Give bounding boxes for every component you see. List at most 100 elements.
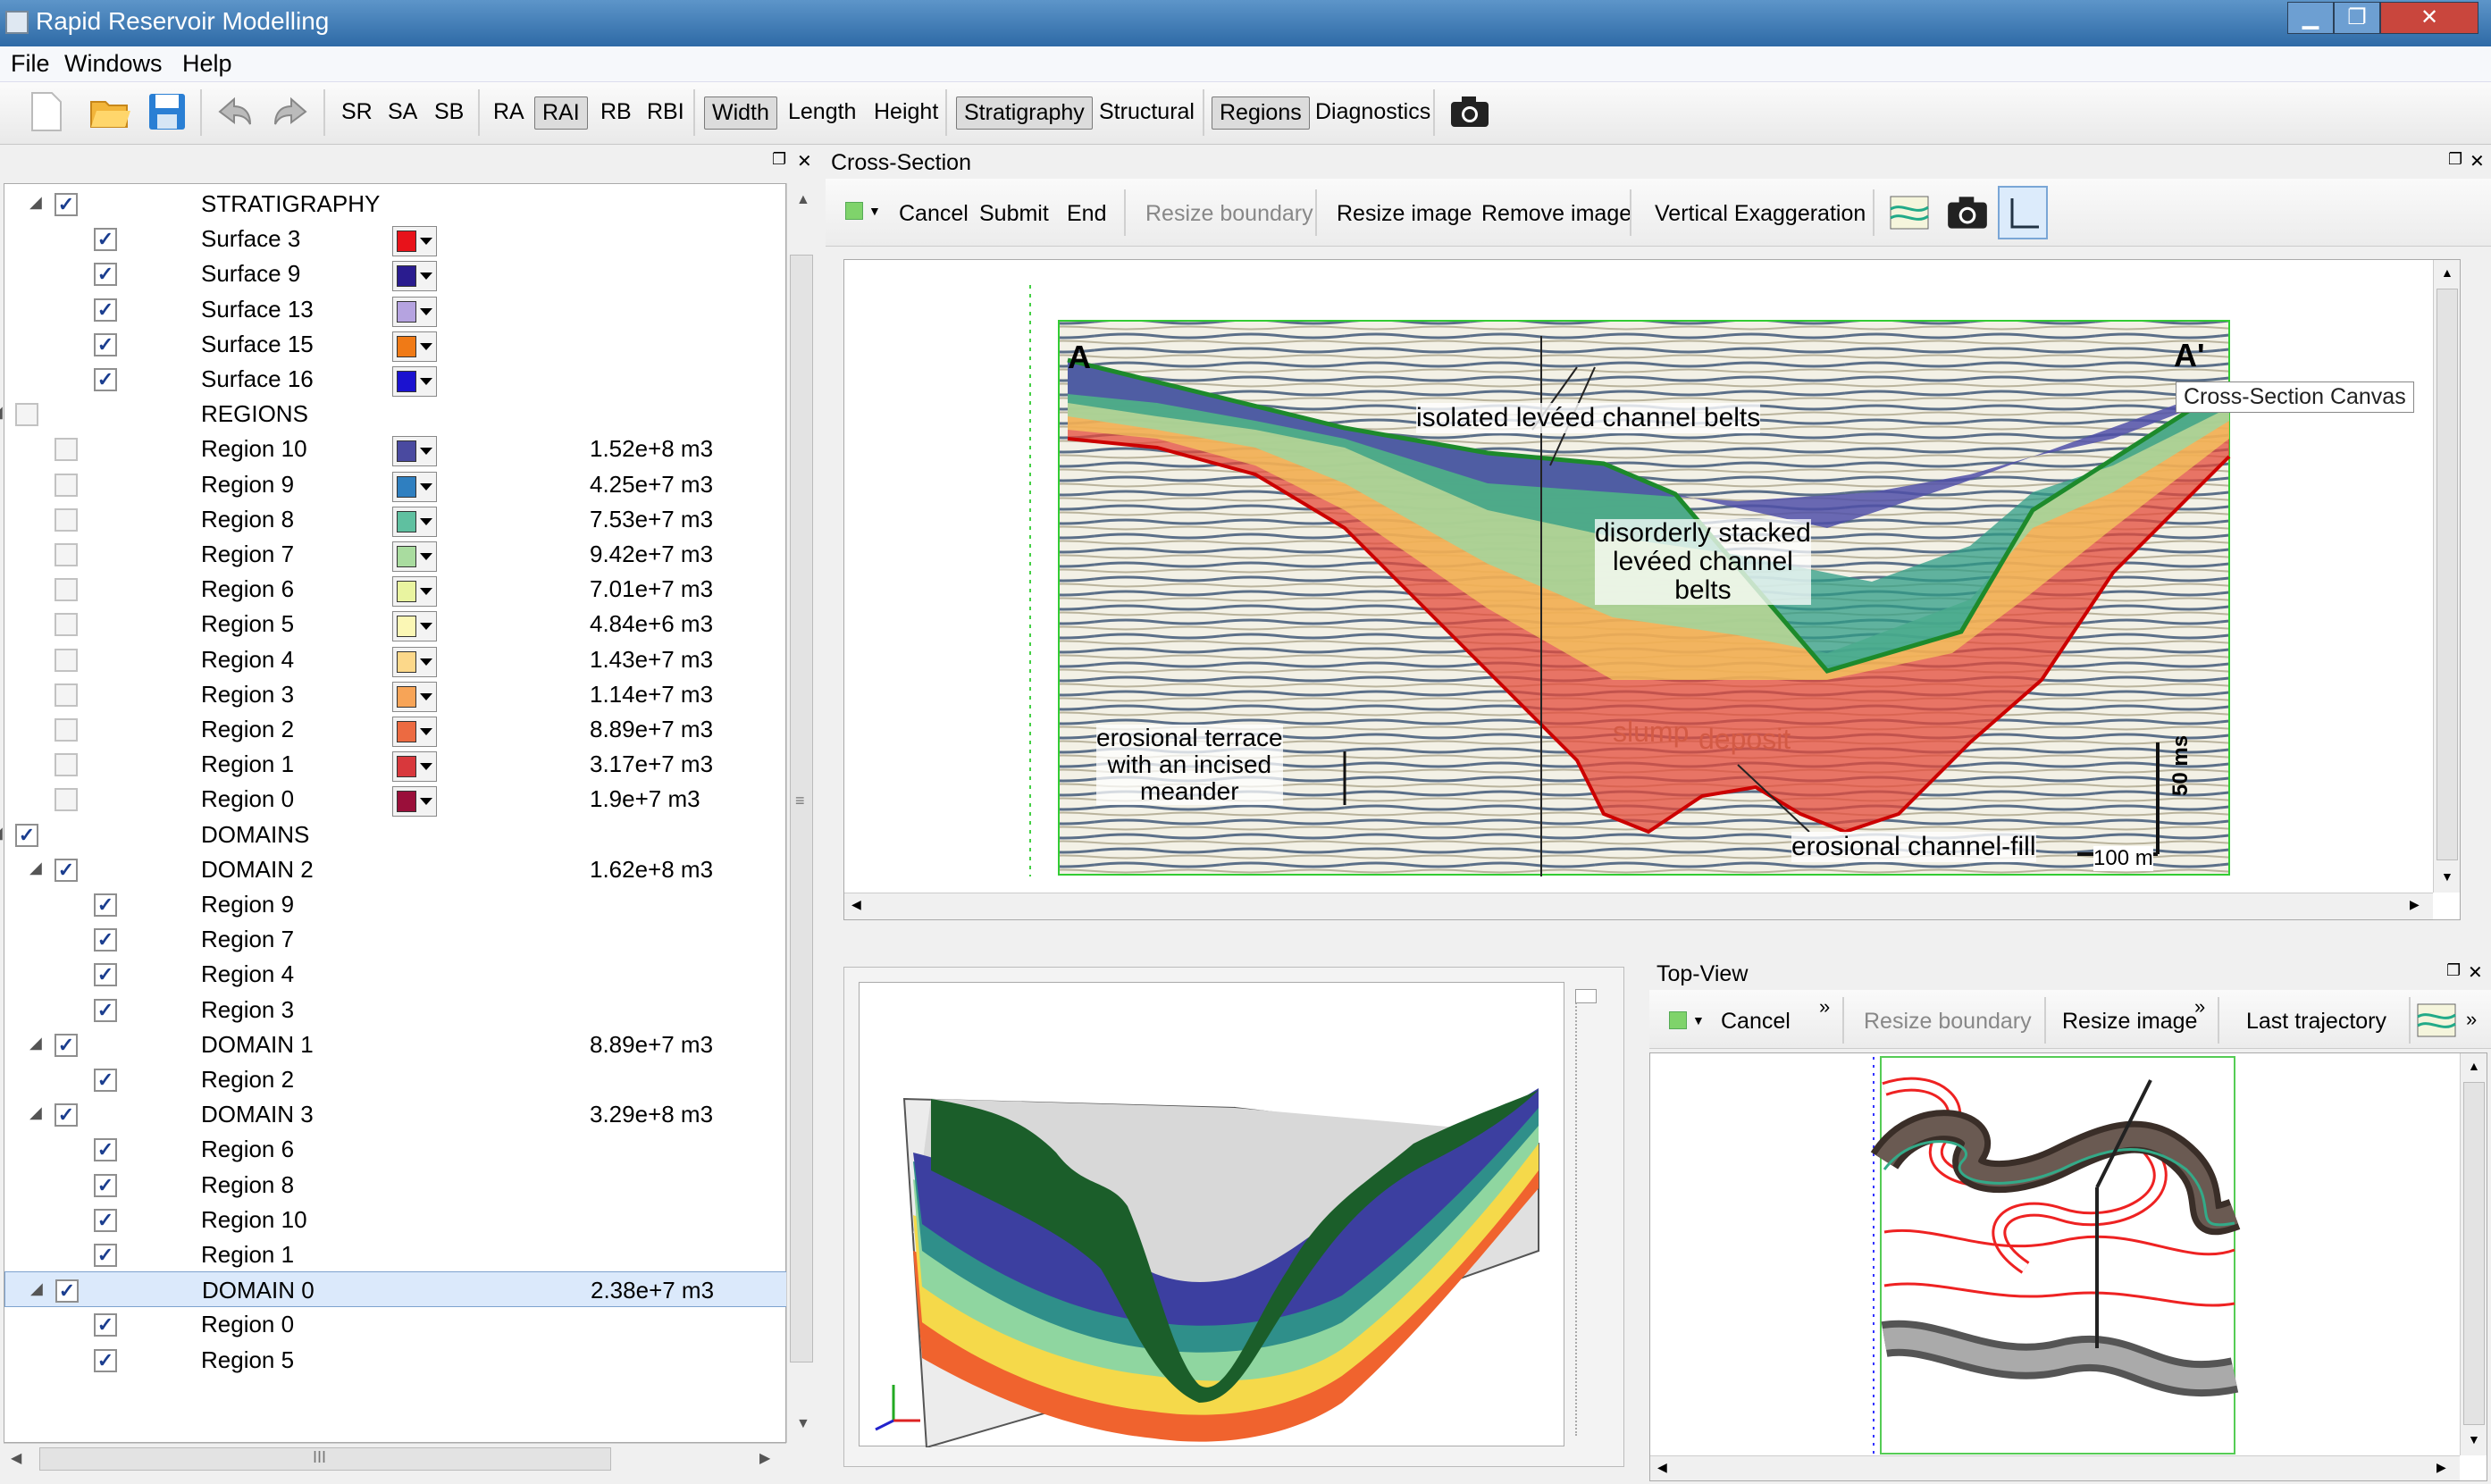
tree-checkbox[interactable] [55, 613, 78, 637]
tree-checkbox[interactable]: ✓ [94, 332, 117, 356]
tree-checkbox[interactable]: ✓ [94, 368, 117, 391]
tree-checkbox[interactable]: ✓ [94, 1348, 117, 1372]
tree-checkbox[interactable] [55, 718, 78, 742]
expand-arrow-icon[interactable]: ◢ [29, 1033, 42, 1052]
menu-file[interactable]: File [11, 50, 50, 77]
layers-icon[interactable] [1887, 189, 1933, 236]
redo-icon[interactable] [268, 89, 313, 134]
close-panel-icon[interactable]: ✕ [2468, 963, 2483, 983]
resize-image-button[interactable]: Resize image [1337, 201, 1472, 226]
cancel-button[interactable]: Cancel [1721, 1009, 1791, 1034]
float-icon[interactable]: ❐ [2446, 961, 2462, 979]
color-picker-button[interactable] [392, 786, 437, 817]
tree-row[interactable]: Region 2 8.89e+7 m3 [4, 711, 787, 747]
length-button[interactable]: Length [788, 99, 857, 124]
expand-arrow-icon[interactable]: ◢ [0, 824, 3, 843]
open-folder-icon[interactable] [88, 89, 132, 134]
tree-row[interactable]: Region 5 4.84e+6 m3 [4, 606, 787, 642]
tree-checkbox[interactable]: ✓ [55, 1279, 79, 1304]
tree-row[interactable]: ✓ Region 5 [4, 1342, 787, 1378]
cross-section-canvas[interactable]: A A' isolated levéed channel belts disor… [843, 259, 2461, 920]
vertical-exaggeration-button[interactable]: Vertical Exaggeration [1655, 201, 1866, 226]
minimize-button[interactable]: ▁ [2287, 2, 2334, 34]
more-icon[interactable]: » [2194, 995, 2206, 1018]
stratigraphy-button[interactable]: Stratigraphy [956, 96, 1093, 130]
top-view-canvas[interactable]: ▲ ▼ ◀ ▶ [1649, 1052, 2487, 1481]
menu-windows[interactable]: Windows [64, 50, 163, 77]
color-picker-button[interactable] [392, 226, 437, 257]
tree-row[interactable]: ◢ ✓ DOMAINS [0, 817, 787, 852]
tree-checkbox[interactable] [55, 788, 78, 812]
tree-row[interactable]: ✓ Region 8 [4, 1167, 787, 1203]
color-picker-button[interactable] [392, 646, 437, 677]
tree-row[interactable]: Region 4 1.43e+7 m3 [4, 641, 787, 677]
tree-row[interactable]: ✓ Surface 15 [4, 326, 787, 362]
submit-button[interactable]: Submit [979, 201, 1049, 226]
undo-icon[interactable] [213, 89, 257, 134]
slider-handle[interactable] [1575, 989, 1597, 1003]
scroll-thumb[interactable] [2436, 289, 2458, 860]
color-picker-button[interactable] [392, 436, 437, 467]
tree-checkbox[interactable]: ✓ [94, 928, 117, 952]
tree-checkbox[interactable]: ✓ [94, 1208, 117, 1232]
tree-row[interactable]: ✓ Region 0 [4, 1306, 787, 1342]
tree-checkbox[interactable]: ✓ [94, 893, 117, 917]
expand-arrow-icon[interactable]: ◢ [29, 858, 42, 876]
last-trajectory-button[interactable]: Last trajectory [2246, 1009, 2387, 1034]
color-picker-button[interactable] [392, 506, 437, 537]
new-file-icon[interactable] [23, 89, 68, 134]
save-icon[interactable] [145, 89, 189, 134]
scroll-down-icon[interactable]: ▼ [2441, 869, 2453, 884]
tree-checkbox[interactable]: ✓ [94, 298, 117, 322]
cross-section-horizontal-scrollbar[interactable]: ◀ ▶ [844, 893, 2433, 919]
tree-row[interactable]: ✓ Surface 9 [4, 256, 787, 292]
sa-button[interactable]: SA [388, 99, 418, 124]
scroll-left-icon[interactable]: ◀ [11, 1451, 22, 1466]
color-swatch[interactable] [845, 202, 863, 220]
tree-checkbox[interactable]: ✓ [15, 823, 38, 847]
axes-toggle-button[interactable] [1998, 186, 2048, 239]
color-picker-button[interactable] [392, 541, 437, 572]
tree-row[interactable]: Region 10 1.52e+8 m3 [4, 431, 787, 467]
sb-button[interactable]: SB [434, 99, 465, 124]
tree-checkbox[interactable] [55, 753, 78, 777]
color-picker-button[interactable] [392, 576, 437, 608]
regions-button[interactable]: Regions [1212, 96, 1310, 130]
tree-row[interactable]: Region 8 7.53e+7 m3 [4, 501, 787, 537]
scroll-up-icon[interactable]: ▲ [2468, 1059, 2480, 1073]
float-icon[interactable]: ❐ [2448, 150, 2463, 168]
color-picker-button[interactable] [392, 681, 437, 712]
resize-image-button[interactable]: Resize image [2062, 1009, 2198, 1034]
tree-row[interactable]: ✓ Surface 3 [4, 221, 787, 257]
tree-checkbox[interactable]: ✓ [94, 263, 117, 287]
tree-checkbox[interactable]: ✓ [94, 228, 117, 252]
tree-row[interactable]: ✓ Surface 16 [4, 361, 787, 397]
width-button[interactable]: Width [704, 96, 777, 130]
tree-row[interactable]: Region 7 9.42e+7 m3 [4, 536, 787, 572]
scroll-thumb[interactable]: ≡ [790, 255, 813, 1362]
sr-button[interactable]: SR [341, 99, 373, 124]
more-icon[interactable]: » [2466, 1008, 2478, 1030]
tree-vertical-scrollbar[interactable]: ▲ ≡ ▼ [786, 183, 817, 1443]
tree-checkbox[interactable]: ✓ [55, 858, 78, 882]
tree-row[interactable]: ✓ Region 6 [4, 1131, 787, 1167]
tree-checkbox[interactable] [55, 683, 78, 707]
scroll-down-icon[interactable]: ▼ [796, 1416, 810, 1431]
color-picker-button[interactable] [392, 331, 437, 362]
tree-row[interactable]: ◢ ✓ DOMAIN 3 3.29e+8 m3 [4, 1096, 787, 1132]
tree-checkbox[interactable]: ✓ [94, 998, 117, 1022]
rb-button[interactable]: RB [600, 99, 632, 124]
maximize-button[interactable]: ❐ [2334, 2, 2380, 34]
dropdown-arrow-icon[interactable]: ▼ [1692, 1013, 1705, 1027]
resize-boundary-button[interactable]: Resize boundary [1864, 1009, 2032, 1034]
rai-button[interactable]: RAI [534, 96, 588, 130]
remove-image-button[interactable]: Remove image [1481, 201, 1632, 226]
layers-icon[interactable] [2414, 997, 2461, 1044]
tree-checkbox[interactable] [15, 403, 38, 427]
camera-icon[interactable] [1447, 89, 1492, 134]
height-button[interactable]: Height [874, 99, 939, 124]
close-button[interactable]: ✕ [2380, 2, 2478, 34]
tree-checkbox[interactable]: ✓ [55, 1033, 78, 1057]
tree-row[interactable]: ✓ Surface 13 [4, 291, 787, 327]
tree-checkbox[interactable] [55, 648, 78, 672]
